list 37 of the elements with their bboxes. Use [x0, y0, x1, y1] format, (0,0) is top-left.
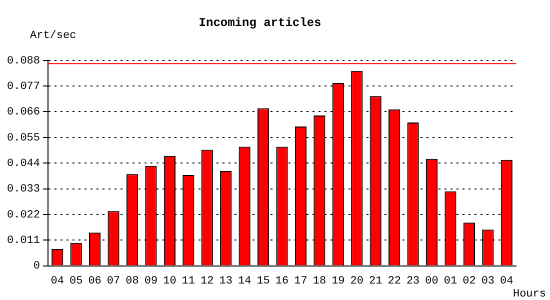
y-tick-label: 0.077	[6, 80, 40, 93]
x-tick-label: 17	[294, 275, 308, 288]
x-tick-label: 10	[163, 275, 176, 288]
x-tick-label: 04	[50, 275, 64, 288]
x-tick-label: 00	[425, 275, 438, 288]
x-tick-label: 23	[406, 275, 420, 288]
x-tick-label: 13	[219, 275, 232, 288]
x-tick-label: 19	[332, 275, 345, 288]
y-tick-label: 0	[33, 260, 40, 273]
y-tick-label: 0.022	[6, 209, 40, 222]
x-tick-label: 22	[388, 275, 401, 288]
x-tick-label: 04	[500, 275, 514, 288]
x-tick-label: 09	[144, 275, 158, 288]
x-tick-label: 16	[275, 275, 289, 288]
y-tick-label: 0.033	[6, 184, 40, 196]
x-tick-label: 12	[200, 275, 214, 288]
y-tick-label: 0.055	[6, 132, 40, 144]
x-axis-title: Hours	[512, 288, 546, 300]
x-tick-label: 01	[444, 275, 458, 288]
x-tick-label: 05	[69, 275, 83, 288]
x-tick-label: 06	[88, 275, 102, 288]
y-axis-title: Art/sec	[30, 30, 76, 42]
y-tick-label: 0.011	[6, 235, 40, 248]
x-tick-label: 14	[238, 275, 252, 288]
x-tick-label: 11	[182, 275, 196, 288]
x-tick-label: 18	[312, 275, 326, 288]
y-tick-label: 0.044	[6, 158, 40, 170]
x-tick-label: 20	[350, 275, 364, 288]
y-tick-label: 0.066	[6, 106, 40, 119]
x-tick-label: 07	[106, 275, 120, 288]
x-tick-label: 03	[481, 275, 495, 288]
chart-title: Incoming articles	[198, 16, 322, 30]
x-tick-label: 15	[256, 275, 270, 288]
x-tick-label: 02	[462, 275, 476, 288]
y-tick-label: 0.088	[6, 55, 40, 68]
x-tick-label: 08	[126, 275, 139, 288]
x-tick-label: 21	[369, 275, 383, 288]
